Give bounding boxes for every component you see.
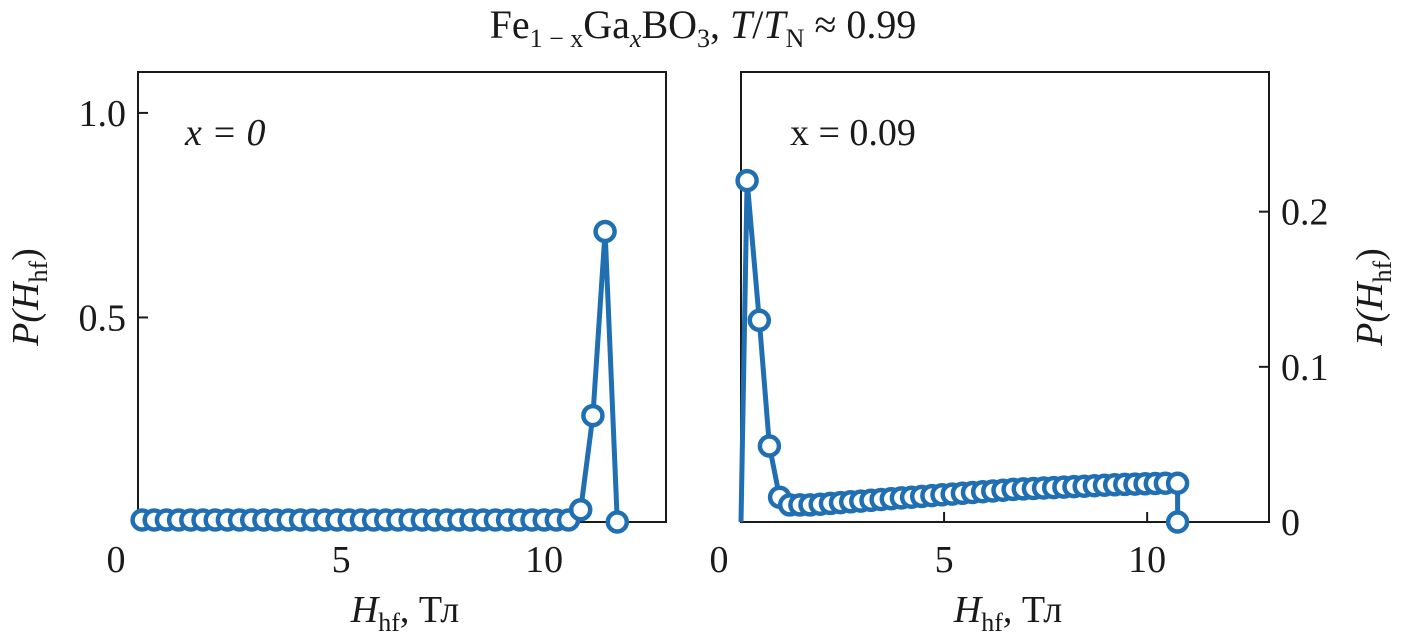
title-approx: ≈ 0.99 [804,2,916,47]
right-x-tick-label: 0 [710,539,729,581]
right-plot-frame [740,71,1270,523]
title-sub-1: 1 − x [530,24,584,53]
title-sub-3: 3 [697,24,710,53]
title-fe: Fe [490,2,530,47]
right-panel-annotation: x = 0.09 [790,112,916,154]
left-y-tick-label: 0.5 [79,297,127,339]
right-data-point [735,168,759,193]
right-x-axis-label: Hhf, Тл [953,589,1062,637]
right-data-point [747,308,772,333]
right-y-tick-label: 0 [1281,502,1300,544]
title-sub-n: N [786,24,805,53]
chart-title: Fe1 − xGaxBO3, T/TN ≈ 0.99 [490,2,917,53]
left-y-axis-label: P(Hhf) [5,248,53,347]
left-data-point [581,403,605,428]
left-data-point [593,219,617,244]
right-data-point [1165,510,1190,534]
left-x-tick-label: 10 [525,539,563,581]
left-x-tick-label: 0 [107,539,126,581]
left-x-axis-label: Hhf, Тл [350,589,459,637]
right-y-axis-label: P(Hhf) [1349,248,1397,347]
right-panel: 0 5 10 0 0.1 0.2 x = 0.09 Hhf, Тл P(Hhf) [710,71,1397,637]
left-panel-annotation: x = 0 [184,112,266,154]
left-y-tick-label: 1.0 [79,93,127,135]
left-data-point [605,510,630,534]
title-sep: , [710,2,730,47]
left-panel: 0 5 10 0.5 1.0 x = 0 Hhf, Тл P(Hhf) [5,71,667,637]
title-bo: BO [641,2,697,47]
right-series-line [738,178,1181,523]
title-t1: T [730,2,755,47]
title-t2: T [763,2,788,47]
right-y-tick-label: 0.2 [1281,192,1329,234]
right-data-point [757,434,782,458]
left-series-line [142,229,620,523]
left-x-tick-label: 5 [332,539,351,581]
title-sub-x: x [629,24,642,53]
right-data-point [1165,471,1190,495]
right-y-tick-label: 0.1 [1281,347,1329,389]
title-slash: / [752,2,764,47]
right-x-tick-label: 5 [935,539,954,581]
right-x-tick-label: 10 [1128,539,1166,581]
left-data-point [568,497,593,522]
title-ga: Ga [583,2,630,47]
